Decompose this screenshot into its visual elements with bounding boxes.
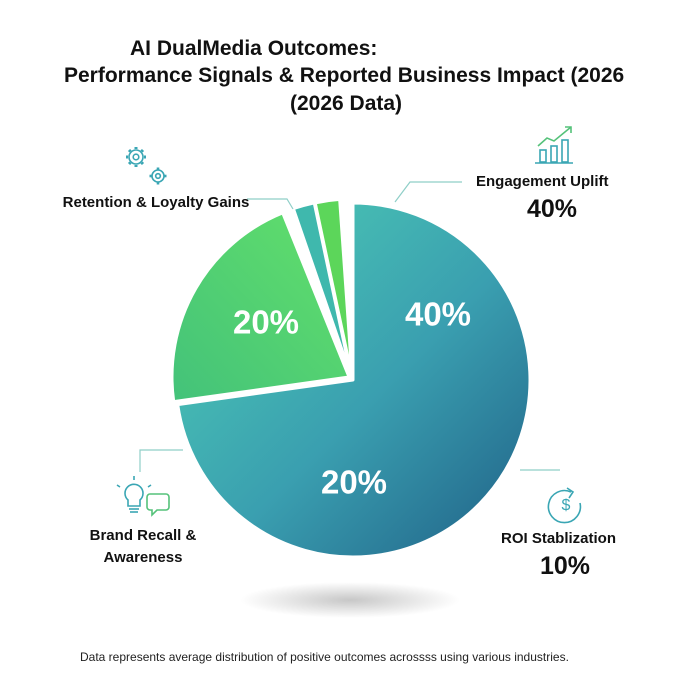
label-roi-stablization: ROI Stablization xyxy=(501,530,617,547)
label-engagement-uplift: Engagement Uplift xyxy=(476,173,609,190)
pie-slice-thin-green xyxy=(313,197,354,378)
value-engagement-uplift: 40% xyxy=(527,195,578,223)
pie-slice-main xyxy=(176,201,532,559)
inner-label-retention: 20% xyxy=(233,304,299,341)
label-retention-loyalty: Retention & Loyalty Gains xyxy=(62,194,250,211)
label-brand-recall: Brand Recall & Awareness xyxy=(89,527,197,566)
inner-label-engagement: 40% xyxy=(405,296,471,333)
inner-label-brand: 20% xyxy=(321,464,387,501)
chart-title-line3: (2026 Data) xyxy=(290,92,403,115)
pie-shadow xyxy=(240,582,460,618)
dollar-refresh-icon: $ xyxy=(547,487,582,524)
chart-title-line2: Performance Signals & Reported Business … xyxy=(64,64,625,87)
gears-icon xyxy=(126,147,167,185)
leader-line-retention xyxy=(247,198,294,210)
chart-footer-note: Data represents average distribution of … xyxy=(80,650,569,664)
chart-title-line1: AI DualMedia Outcomes: xyxy=(130,37,378,60)
svg-text:$: $ xyxy=(562,497,571,514)
lightbulb-chat-icon xyxy=(116,476,170,517)
leader-line-brand xyxy=(139,449,183,472)
pie-slice-retention xyxy=(170,211,351,404)
growth-chart-icon xyxy=(535,126,573,164)
value-roi-stablization: 10% xyxy=(540,552,591,580)
leader-line-engagement xyxy=(394,181,462,203)
